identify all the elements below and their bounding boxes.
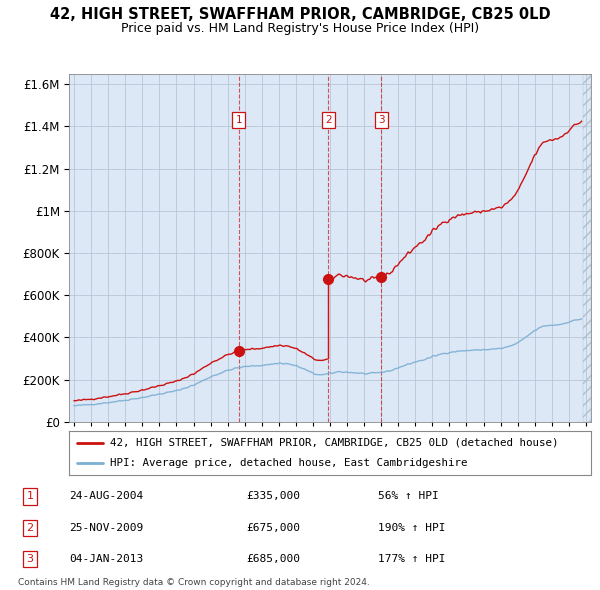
- Text: 1: 1: [235, 115, 242, 125]
- Text: 56% ↑ HPI: 56% ↑ HPI: [378, 491, 439, 502]
- Text: 42, HIGH STREET, SWAFFHAM PRIOR, CAMBRIDGE, CB25 0LD: 42, HIGH STREET, SWAFFHAM PRIOR, CAMBRID…: [50, 7, 550, 22]
- Text: 24-AUG-2004: 24-AUG-2004: [69, 491, 143, 502]
- Text: £335,000: £335,000: [246, 491, 300, 502]
- Text: £685,000: £685,000: [246, 554, 300, 564]
- Text: 177% ↑ HPI: 177% ↑ HPI: [378, 554, 445, 564]
- Text: Contains HM Land Registry data © Crown copyright and database right 2024.: Contains HM Land Registry data © Crown c…: [18, 578, 370, 586]
- Text: 25-NOV-2009: 25-NOV-2009: [69, 523, 143, 533]
- Text: 190% ↑ HPI: 190% ↑ HPI: [378, 523, 445, 533]
- Text: £675,000: £675,000: [246, 523, 300, 533]
- Text: 42, HIGH STREET, SWAFFHAM PRIOR, CAMBRIDGE, CB25 0LD (detached house): 42, HIGH STREET, SWAFFHAM PRIOR, CAMBRID…: [110, 438, 558, 448]
- Text: 2: 2: [26, 523, 34, 533]
- Text: 1: 1: [26, 491, 34, 502]
- Text: 2: 2: [325, 115, 332, 125]
- Text: 3: 3: [378, 115, 385, 125]
- Text: HPI: Average price, detached house, East Cambridgeshire: HPI: Average price, detached house, East…: [110, 458, 467, 468]
- Text: 04-JAN-2013: 04-JAN-2013: [69, 554, 143, 564]
- Text: Price paid vs. HM Land Registry's House Price Index (HPI): Price paid vs. HM Land Registry's House …: [121, 22, 479, 35]
- Text: 3: 3: [26, 554, 34, 564]
